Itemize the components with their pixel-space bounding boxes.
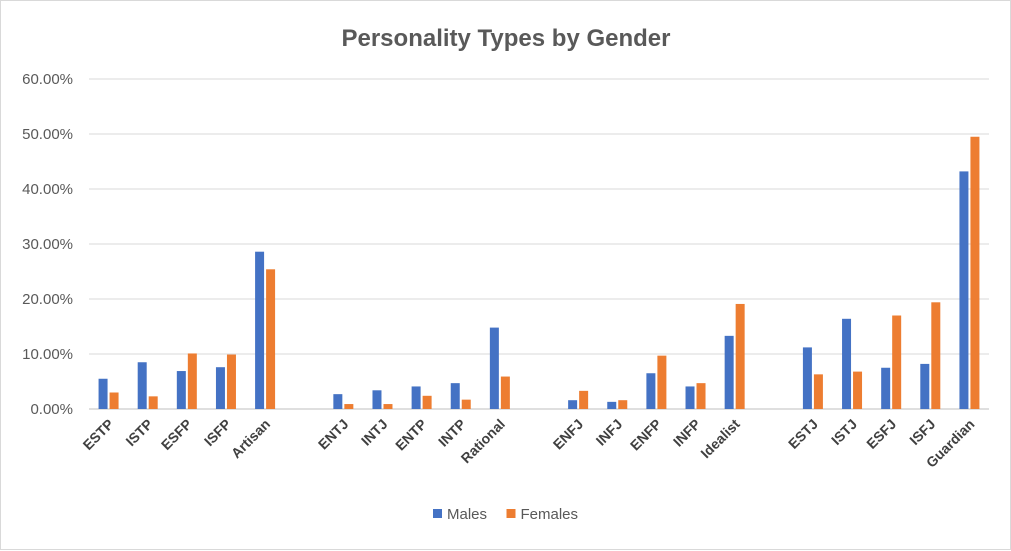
bar-males-isfp [215, 367, 225, 409]
legend-swatch [433, 509, 442, 518]
x-tick-label: ESFP [158, 416, 195, 453]
y-tick-label: 60.00% [22, 71, 73, 88]
x-tick-label: Artisan [228, 416, 273, 461]
bar-females-istp [148, 396, 158, 409]
x-tick-label: ISFP [201, 416, 234, 449]
bars [98, 136, 980, 409]
bar-males-esfp [176, 371, 186, 409]
bar-females-guardian [970, 136, 980, 409]
gridlines [89, 78, 989, 410]
bar-females-esfj [892, 315, 902, 409]
bar-males-enfj [568, 400, 578, 409]
bar-males-estj [802, 347, 812, 409]
bar-males-artisan [255, 251, 265, 409]
bar-females-isfp [226, 354, 236, 409]
bar-females-estp [109, 392, 119, 409]
x-tick-label: ENTJ [315, 416, 352, 453]
bar-males-intp [450, 383, 460, 409]
legend: Males Females [433, 506, 578, 523]
bar-females-idealist [735, 303, 745, 409]
x-tick-label: INFJ [593, 416, 626, 449]
x-tick-label: Rational [458, 416, 508, 466]
bar-males-intj [372, 390, 382, 409]
y-axis-ticks: 0.00% 10.00% 20.00% 30.00% 40.00% 50.00% 60.00… [22, 71, 73, 418]
bar-females-isfj [931, 302, 941, 409]
bar-females-intp [461, 399, 471, 409]
bar-males-infp [685, 386, 695, 409]
bar-males-guardian [959, 171, 969, 409]
x-tick-label: ESTP [80, 416, 117, 453]
bar-females-istj [853, 371, 863, 409]
y-tick-label: 30.00% [22, 236, 73, 253]
bar-females-entp [422, 395, 432, 409]
x-tick-label: INTP [435, 416, 469, 450]
y-tick-label: 10.00% [22, 346, 73, 363]
bar-females-enfj [579, 390, 589, 409]
bar-males-rational [489, 327, 499, 409]
bar-males-infj [607, 401, 617, 409]
y-tick-label: 0.00% [30, 401, 73, 418]
x-tick-label: ESTJ [785, 416, 821, 452]
bar-females-esfp [187, 353, 197, 409]
x-tick-label: ISTP [122, 416, 155, 449]
bar-females-infp [696, 383, 706, 409]
x-tick-label: Idealist [697, 416, 743, 462]
x-tick-label: ISFJ [906, 416, 938, 448]
bar-males-estp [98, 378, 108, 409]
chart-title: Personality Types by Gender [341, 25, 670, 52]
x-tick-label: INTJ [358, 416, 391, 449]
bar-females-intj [383, 404, 393, 409]
legend-label: Males [447, 506, 487, 523]
bar-males-istj [842, 318, 852, 409]
x-tick-label: ENFJ [550, 416, 587, 453]
y-tick-label: 20.00% [22, 291, 73, 308]
bar-males-isfj [920, 363, 930, 409]
x-tick-label: ISTJ [828, 416, 860, 448]
x-tick-label: INFP [670, 416, 704, 450]
bar-females-enfp [657, 355, 667, 409]
y-tick-label: 50.00% [22, 126, 73, 143]
bar-females-entj [344, 404, 354, 409]
bar-males-idealist [724, 335, 734, 409]
bar-females-rational [500, 376, 510, 409]
legend-label: Females [521, 506, 579, 523]
bar-males-entj [333, 394, 343, 409]
bar-females-infj [618, 400, 628, 409]
y-tick-label: 40.00% [22, 181, 73, 198]
bar-males-entp [411, 386, 421, 409]
legend-swatch [506, 509, 516, 518]
x-tick-label: ENTP [392, 416, 430, 454]
bar-males-enfp [646, 373, 656, 409]
bar-males-esfj [881, 367, 891, 409]
bar-females-artisan [266, 269, 276, 409]
x-tick-label: ESFJ [863, 416, 899, 452]
x-tick-label: ENFP [627, 416, 665, 454]
bar-males-istp [137, 362, 147, 409]
bar-females-estj [813, 374, 823, 409]
